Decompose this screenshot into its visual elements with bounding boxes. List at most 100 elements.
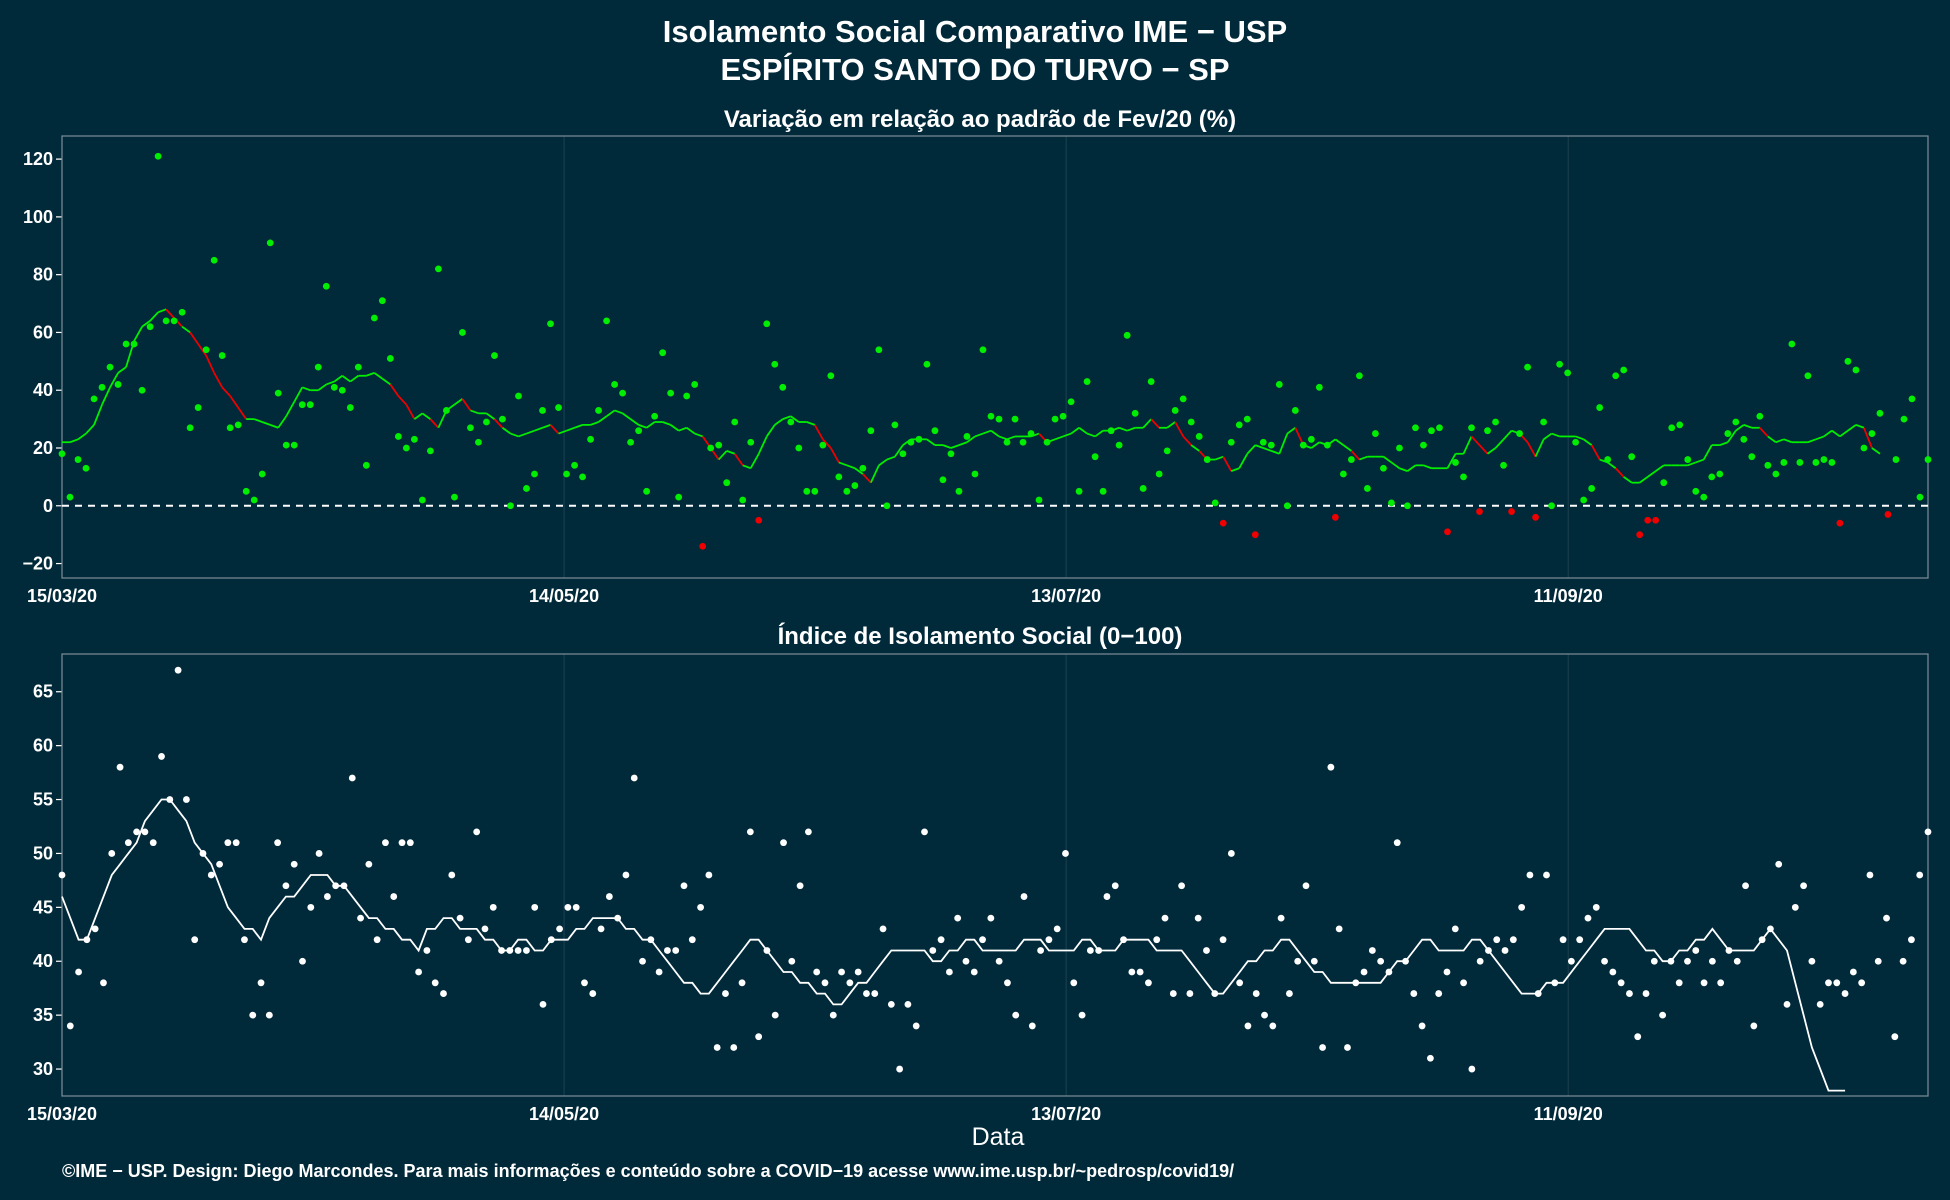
data-point <box>373 936 381 944</box>
data-point <box>1609 968 1617 976</box>
data-point <box>194 404 202 411</box>
data-point <box>1243 415 1251 423</box>
x-axis-label: Data <box>972 1123 1025 1151</box>
data-point <box>1283 502 1291 510</box>
data-point <box>1062 850 1069 857</box>
data-point <box>1828 459 1836 466</box>
data-point <box>531 903 539 911</box>
data-point <box>979 936 986 944</box>
data-point <box>611 381 618 388</box>
data-point <box>357 914 364 922</box>
data-point <box>1393 839 1401 847</box>
footer-credit: ©IME − USP. Design: Diego Marcondes. Par… <box>62 1161 1234 1181</box>
data-point <box>1780 459 1788 466</box>
rolling-mean-segment <box>542 424 551 429</box>
data-point <box>1476 508 1483 515</box>
data-point <box>1628 453 1636 461</box>
data-point <box>907 438 915 446</box>
data-point <box>970 968 978 976</box>
rolling-mean-segment <box>870 464 880 484</box>
data-point <box>1251 531 1259 539</box>
data-point <box>1128 968 1136 976</box>
data-point <box>443 407 450 414</box>
data-point <box>1650 957 1658 965</box>
data-point <box>340 882 348 890</box>
data-point <box>796 882 804 890</box>
data-point <box>431 979 439 987</box>
data-point <box>274 389 282 397</box>
data-point <box>1086 947 1094 954</box>
data-point <box>1516 430 1523 437</box>
data-point <box>1252 990 1260 997</box>
data-point <box>154 152 162 160</box>
data-point <box>199 850 207 857</box>
data-point <box>1203 456 1211 463</box>
rolling-mean-segment <box>974 432 984 438</box>
data-point <box>1195 433 1203 440</box>
rolling-mean-segment <box>998 435 1008 441</box>
data-point <box>456 914 464 922</box>
data-point <box>813 968 821 976</box>
data-point <box>1604 456 1612 463</box>
data-point <box>1372 430 1379 437</box>
data-point <box>1684 957 1691 965</box>
rolling-mean-segment <box>1767 435 1777 443</box>
rolling-mean-segment <box>534 426 543 432</box>
data-point <box>330 383 338 391</box>
data-point <box>1534 990 1542 997</box>
data-point <box>274 839 282 847</box>
rolling-mean-segment <box>221 386 231 397</box>
rolling-mean-segment <box>1222 456 1233 472</box>
data-point <box>507 502 514 510</box>
data-point <box>763 947 771 954</box>
data-point <box>1095 947 1103 954</box>
data-point <box>1211 990 1219 997</box>
rolling-mean-segment <box>662 421 671 426</box>
rolling-mean-segment <box>846 464 856 470</box>
data-point <box>875 346 883 354</box>
data-point <box>1070 979 1078 987</box>
y-tick-label: 55 <box>33 790 53 810</box>
data-point <box>1732 418 1740 426</box>
data-point <box>1035 496 1043 504</box>
data-point <box>149 839 157 847</box>
data-point <box>83 936 91 944</box>
data-point <box>1194 914 1202 922</box>
data-point <box>587 435 594 443</box>
data-point <box>803 487 811 495</box>
rolling-mean-segment <box>1094 429 1104 438</box>
data-point <box>314 363 322 371</box>
rolling-mean-segment <box>1342 444 1352 452</box>
rolling-mean-segment <box>749 453 760 469</box>
data-point <box>440 990 447 997</box>
data-point <box>298 401 306 409</box>
data-point <box>1796 459 1804 466</box>
rolling-mean-segment <box>69 438 79 444</box>
data-point <box>1684 456 1692 463</box>
data-point <box>410 435 418 443</box>
data-point <box>1767 925 1774 933</box>
rolling-mean-segment <box>694 432 703 438</box>
data-point <box>1344 1044 1351 1051</box>
data-point <box>1153 936 1161 944</box>
data-point <box>241 936 248 944</box>
rolling-mean-segment <box>77 432 87 441</box>
data-point <box>1883 914 1890 922</box>
data-point <box>1548 502 1555 510</box>
rolling-mean-segment <box>1487 447 1497 455</box>
rolling-mean-line <box>61 798 1846 1092</box>
data-point <box>100 979 107 987</box>
rolling-mean-segment <box>1551 432 1560 438</box>
data-point <box>1368 947 1376 954</box>
data-point <box>1556 360 1564 368</box>
data-point <box>887 1000 895 1008</box>
rolling-mean-segment <box>461 398 472 411</box>
data-point <box>1004 979 1011 987</box>
rolling-mean-segment <box>894 444 904 458</box>
rolling-mean-segment <box>549 424 560 435</box>
data-point <box>1027 430 1035 437</box>
rolling-mean-segment <box>1310 441 1320 449</box>
data-point <box>1163 447 1171 455</box>
data-point <box>178 308 186 316</box>
y-tick-label: 40 <box>33 380 53 400</box>
